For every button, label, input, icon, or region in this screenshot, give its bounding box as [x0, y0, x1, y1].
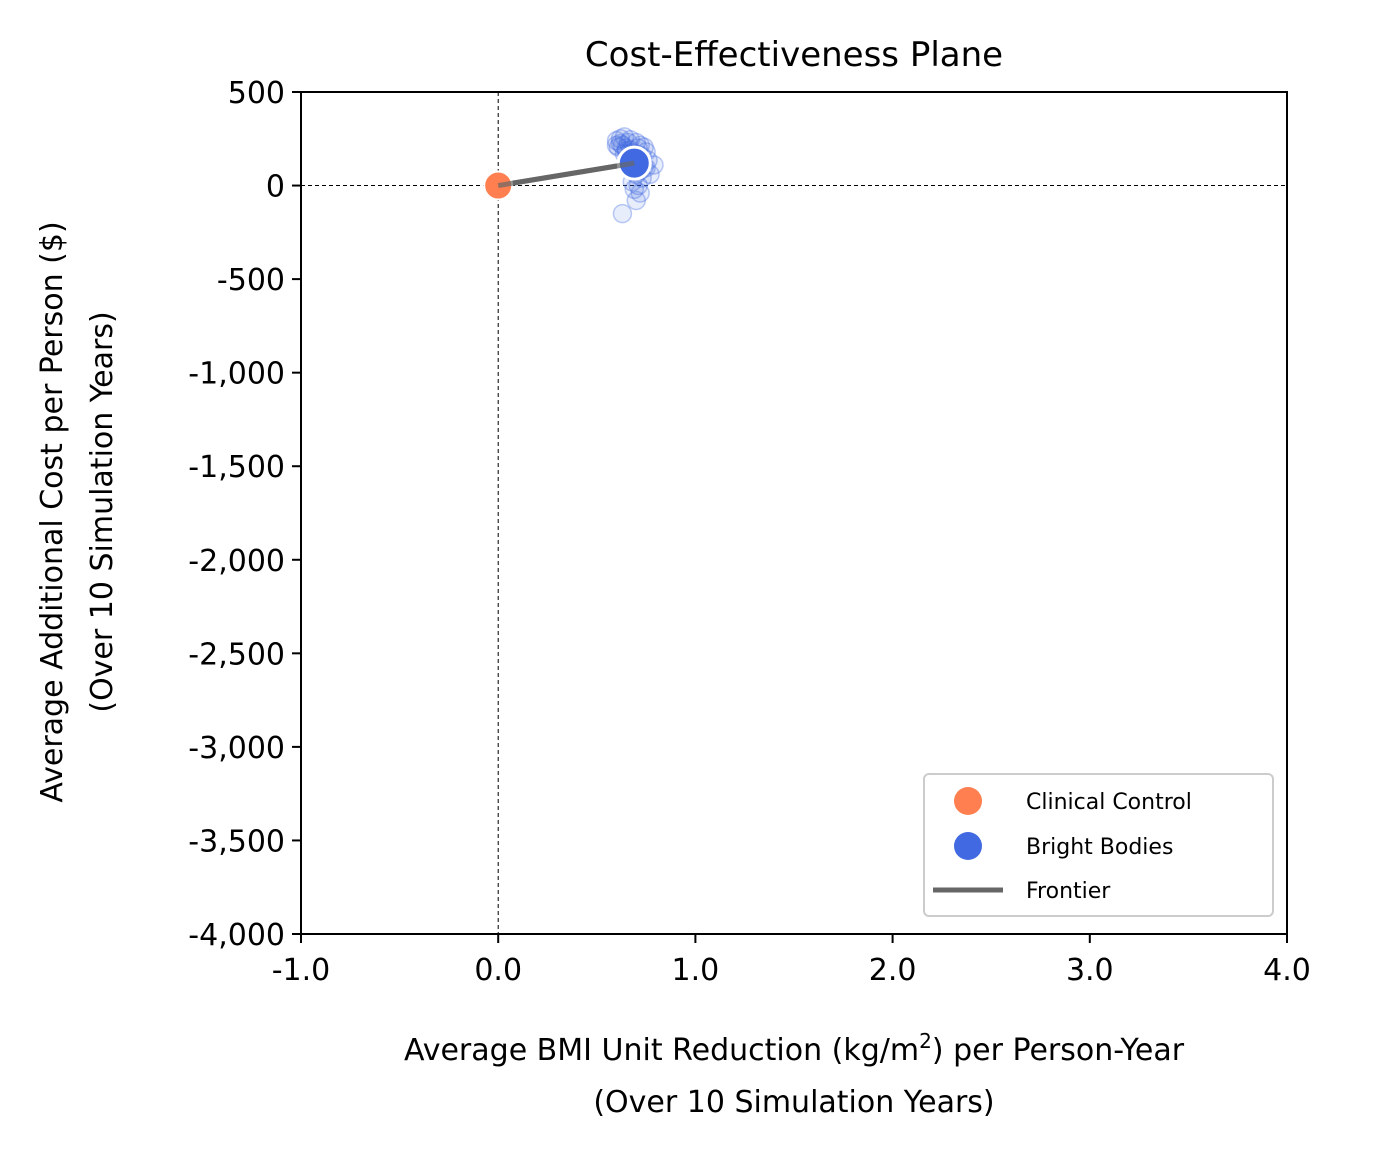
- legend-item-frontier-label: Frontier: [1026, 879, 1111, 904]
- legend-box: [923, 773, 1274, 917]
- x-tick-label: 3.0: [1066, 953, 1114, 988]
- y-tick-label: -1,000: [188, 357, 285, 392]
- frontier-line-overlay: [497, 160, 635, 189]
- y-axis-label-line2: (Over 10 Simulation Years): [85, 311, 120, 712]
- x-axis-label-line2: (Over 10 Simulation Years): [593, 1085, 994, 1120]
- simulation-point: [606, 130, 627, 151]
- legend-item-bright-bodies-label: Bright Bodies: [1026, 835, 1173, 860]
- chart-title: Cost-Effectiveness Plane: [585, 35, 1003, 75]
- y-axis-label: Average Additional Cost per Person ($): [35, 221, 70, 802]
- simulation-point: [610, 129, 631, 149]
- y-tick-label: -4,000: [188, 918, 285, 953]
- x-axis: -1.0 0.0 1.0 2.0 3.0 4.0: [272, 934, 1311, 988]
- legend: Clinical Control Bright Bodies Frontier: [923, 773, 1274, 917]
- y-tick-label: -2,500: [188, 637, 285, 672]
- plot-area: [300, 91, 1288, 935]
- x-tick-label: 2.0: [869, 953, 917, 988]
- x-tick-label: 1.0: [672, 953, 720, 988]
- x-axis-label: Average BMI Unit Reduction (kg/m2) per P…: [404, 1029, 1185, 1068]
- y-tick-label: 0: [266, 170, 285, 205]
- legend-item-clinical-control-label: Clinical Control: [1026, 790, 1192, 815]
- y-tick-label: -500: [217, 263, 285, 298]
- x-tick-label: -1.0: [272, 953, 331, 988]
- y-tick-label: 500: [228, 76, 285, 111]
- simulation-point: [612, 203, 633, 224]
- y-tick-label: -3,500: [188, 824, 285, 859]
- x-axis-label-superscript: 2: [919, 1029, 932, 1053]
- y-tick-label: -3,000: [188, 731, 285, 766]
- simulation-point: [626, 190, 646, 211]
- y-tick-label: -1,500: [188, 450, 285, 485]
- y-axis: 500 0 -500 -1,000 -1,500 -2,000 -2,500 -3,000 -3…: [188, 76, 301, 953]
- simulation-point: [606, 135, 627, 156]
- x-tick-label: 4.0: [1263, 953, 1311, 988]
- x-axis-label-part2: ) per Person-Year: [932, 1033, 1185, 1068]
- x-axis-label-part1: Average BMI Unit Reduction (kg/m: [404, 1033, 919, 1068]
- x-tick-label: 0.0: [474, 953, 522, 988]
- simulation-point: [614, 127, 635, 147]
- plot-frame: [300, 91, 1288, 935]
- y-tick-label: -2,000: [188, 544, 285, 579]
- legend-item-clinical-control-marker: [954, 787, 982, 815]
- legend-item-bright-bodies-marker: [954, 832, 982, 860]
- simulation-point: [630, 183, 650, 203]
